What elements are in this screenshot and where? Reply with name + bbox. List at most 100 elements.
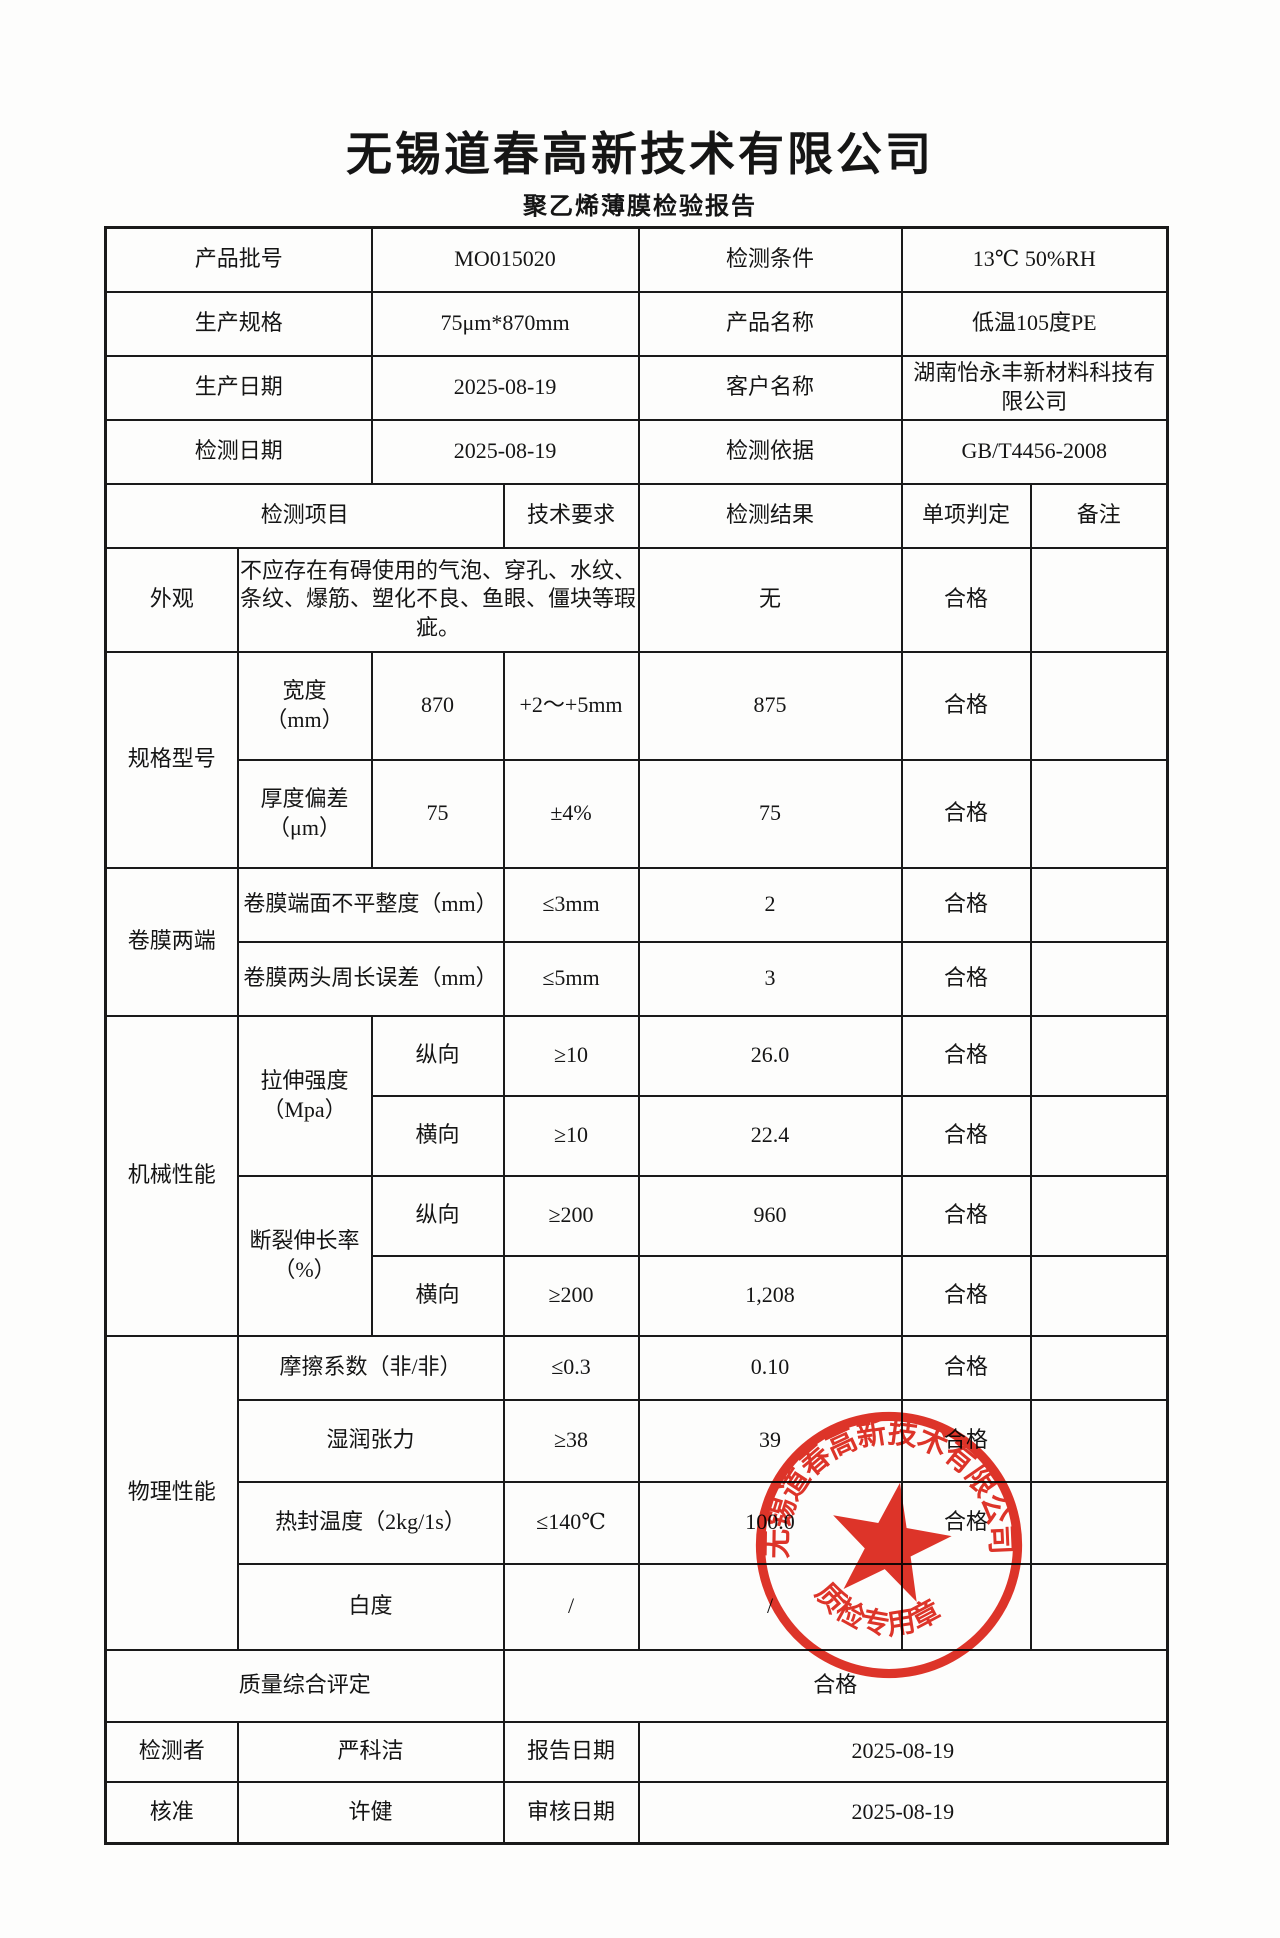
roll-circumference-remark [1029,940,1169,1017]
row-friction: 物理性能 摩擦系数（非/非） ≤0.3 0.10 合格 [104,1334,1169,1651]
prod-date-label: 生产日期 [104,354,373,421]
summary-label: 质量综合评定 [104,1648,505,1723]
condition-label: 检测条件 [637,226,903,293]
spec-thickness-nominal: 75 [370,758,505,869]
row-spec-thickness: 厚度偏差 （μm） 75 ±4% 75 合格 [106,758,1169,869]
heatseal-remark [1029,1480,1169,1565]
tensile-name: 拉伸强度 [260,1067,349,1093]
review-date-value: 2025-08-19 [637,1780,1169,1845]
spec-width-remark [1029,650,1169,761]
header-judgement: 单项判定 [900,482,1032,549]
roll-face-remark [1029,866,1169,943]
tensile-name-cell: 拉伸强度 （Mpa） [236,1014,373,1177]
approver-label: 核准 [104,1780,239,1845]
spec-thickness-judgement: 合格 [900,758,1032,869]
roll-face-name: 卷膜端面不平整度（mm） [236,866,505,943]
row-roll-face: 卷膜两端 卷膜端面不平整度（mm） ≤3mm 2 合格 [104,866,1169,1017]
row-tensile-td: 横向 ≥10 22.4 合格 [106,1094,1169,1177]
spec-width-unit: （mm） [265,706,344,732]
elongation-md-remark [1029,1174,1169,1257]
heatseal-name: 热封温度（2kg/1s） [236,1480,505,1565]
header-remark: 备注 [1029,482,1169,549]
elongation-md-judgement: 合格 [900,1174,1032,1257]
wetting-judgement: 合格 [900,1398,1032,1483]
customer-value: 湖南怡永丰新材料科技有限公司 [900,354,1169,421]
tensile-td-requirement: ≥10 [502,1094,640,1177]
wetting-remark [1029,1398,1169,1483]
phys-category: 物理性能 [104,1334,239,1651]
tensile-md-remark [1029,1014,1169,1097]
appearance-remark [1029,546,1169,653]
elongation-md-requirement: ≥200 [502,1174,640,1257]
elongation-td-dir: 横向 [370,1254,505,1337]
elongation-td-remark [1029,1254,1169,1337]
table-header-row: 检测项目 技术要求 检测结果 单项判定 备注 [104,482,1169,549]
row-roll-circumference: 卷膜两头周长误差（mm） ≤5mm 3 合格 [106,940,1169,1017]
roll-category: 卷膜两端 [104,866,239,1017]
wetting-result: 39 [637,1398,903,1483]
appearance-judgement: 合格 [900,546,1032,653]
wetting-requirement: ≥38 [502,1398,640,1483]
tensile-md-dir: 纵向 [370,1014,505,1097]
heatseal-requirement: ≤140℃ [502,1480,640,1565]
info-row-test-date: 检测日期 2025-08-19 检测依据 GB/T4456-2008 [104,418,1169,485]
friction-name: 摩擦系数（非/非） [236,1334,505,1401]
product-label: 产品名称 [637,290,903,357]
heatseal-judgement: 合格 [900,1480,1032,1565]
roll-circumference-name: 卷膜两头周长误差（mm） [236,940,505,1017]
spec-value: 75μm*870mm [370,290,640,357]
row-heatseal: 热封温度（2kg/1s） ≤140℃ 100.0 合格 [106,1480,1169,1565]
tensile-md-result: 26.0 [637,1014,903,1097]
tensile-unit: （Mpa） [262,1096,347,1122]
report-date-label: 报告日期 [502,1720,640,1783]
elongation-name: 断裂伸长率 [249,1227,360,1253]
row-inspector: 检测者 严科洁 报告日期 2025-08-19 [104,1720,1169,1783]
friction-requirement: ≤0.3 [502,1334,640,1401]
tensile-td-remark [1029,1094,1169,1177]
whiteness-judgement [900,1562,1032,1651]
whiteness-result: / [637,1562,903,1651]
spec-thickness-requirement: ±4% [502,758,640,869]
wetting-name: 湿润张力 [236,1398,505,1483]
info-row-batch: 产品批号 MO015020 检测条件 13℃ 50%RH [104,226,1169,293]
spec-width-result: 875 [637,650,903,761]
spec-width-judgement: 合格 [900,650,1032,761]
spec-thickness-unit: （μm） [268,814,341,840]
standard-label: 检测依据 [637,418,903,485]
customer-label: 客户名称 [637,354,903,421]
row-elongation-td: 横向 ≥200 1,208 合格 [106,1254,1169,1337]
mech-category: 机械性能 [104,1014,239,1337]
inspection-report-table: 产品批号 MO015020 检测条件 13℃ 50%RH 生产规格 75μm*8… [104,226,1170,1845]
approver-value: 许健 [236,1780,505,1845]
roll-circumference-requirement: ≤5mm [502,940,640,1017]
spec-width-name: 宽度 [282,677,327,703]
prod-date-value: 2025-08-19 [370,354,640,421]
row-tensile-md: 机械性能 拉伸强度 （Mpa） 纵向 ≥10 26.0 合格 [104,1014,1169,1337]
spec-category: 规格型号 [104,650,239,869]
review-date-label: 审核日期 [502,1780,640,1845]
elongation-td-requirement: ≥200 [502,1254,640,1337]
row-whiteness: 白度 / / [106,1562,1169,1651]
elongation-unit: （%） [273,1256,336,1282]
info-row-prod-date: 生产日期 2025-08-19 客户名称 湖南怡永丰新材料科技有限公司 [104,354,1169,421]
test-date-label: 检测日期 [104,418,373,485]
elongation-name-cell: 断裂伸长率 （%） [236,1174,373,1337]
roll-face-judgement: 合格 [900,866,1032,943]
whiteness-remark [1029,1562,1169,1651]
test-date-value: 2025-08-19 [370,418,640,485]
appearance-requirement: 不应存在有碍使用的气泡、穿孔、水纹、条纹、爆筋、塑化不良、鱼眼、僵块等瑕疵。 [236,546,640,653]
inspector-value: 严科洁 [236,1720,505,1783]
inspector-label: 检测者 [104,1720,239,1783]
product-value: 低温105度PE [900,290,1169,357]
spec-thickness-remark [1029,758,1169,869]
roll-circumference-result: 3 [637,940,903,1017]
tensile-td-dir: 横向 [370,1094,505,1177]
batch-label: 产品批号 [104,226,373,293]
whiteness-name: 白度 [236,1562,505,1651]
row-spec-width: 规格型号 宽度 （mm） 870 +2～+5mm 875 合格 [104,650,1169,869]
spec-thickness-name: 厚度偏差 [260,785,349,811]
header-requirement: 技术要求 [502,482,640,549]
report-date-value: 2025-08-19 [637,1720,1169,1783]
friction-judgement: 合格 [900,1334,1032,1401]
elongation-md-dir: 纵向 [370,1174,505,1257]
